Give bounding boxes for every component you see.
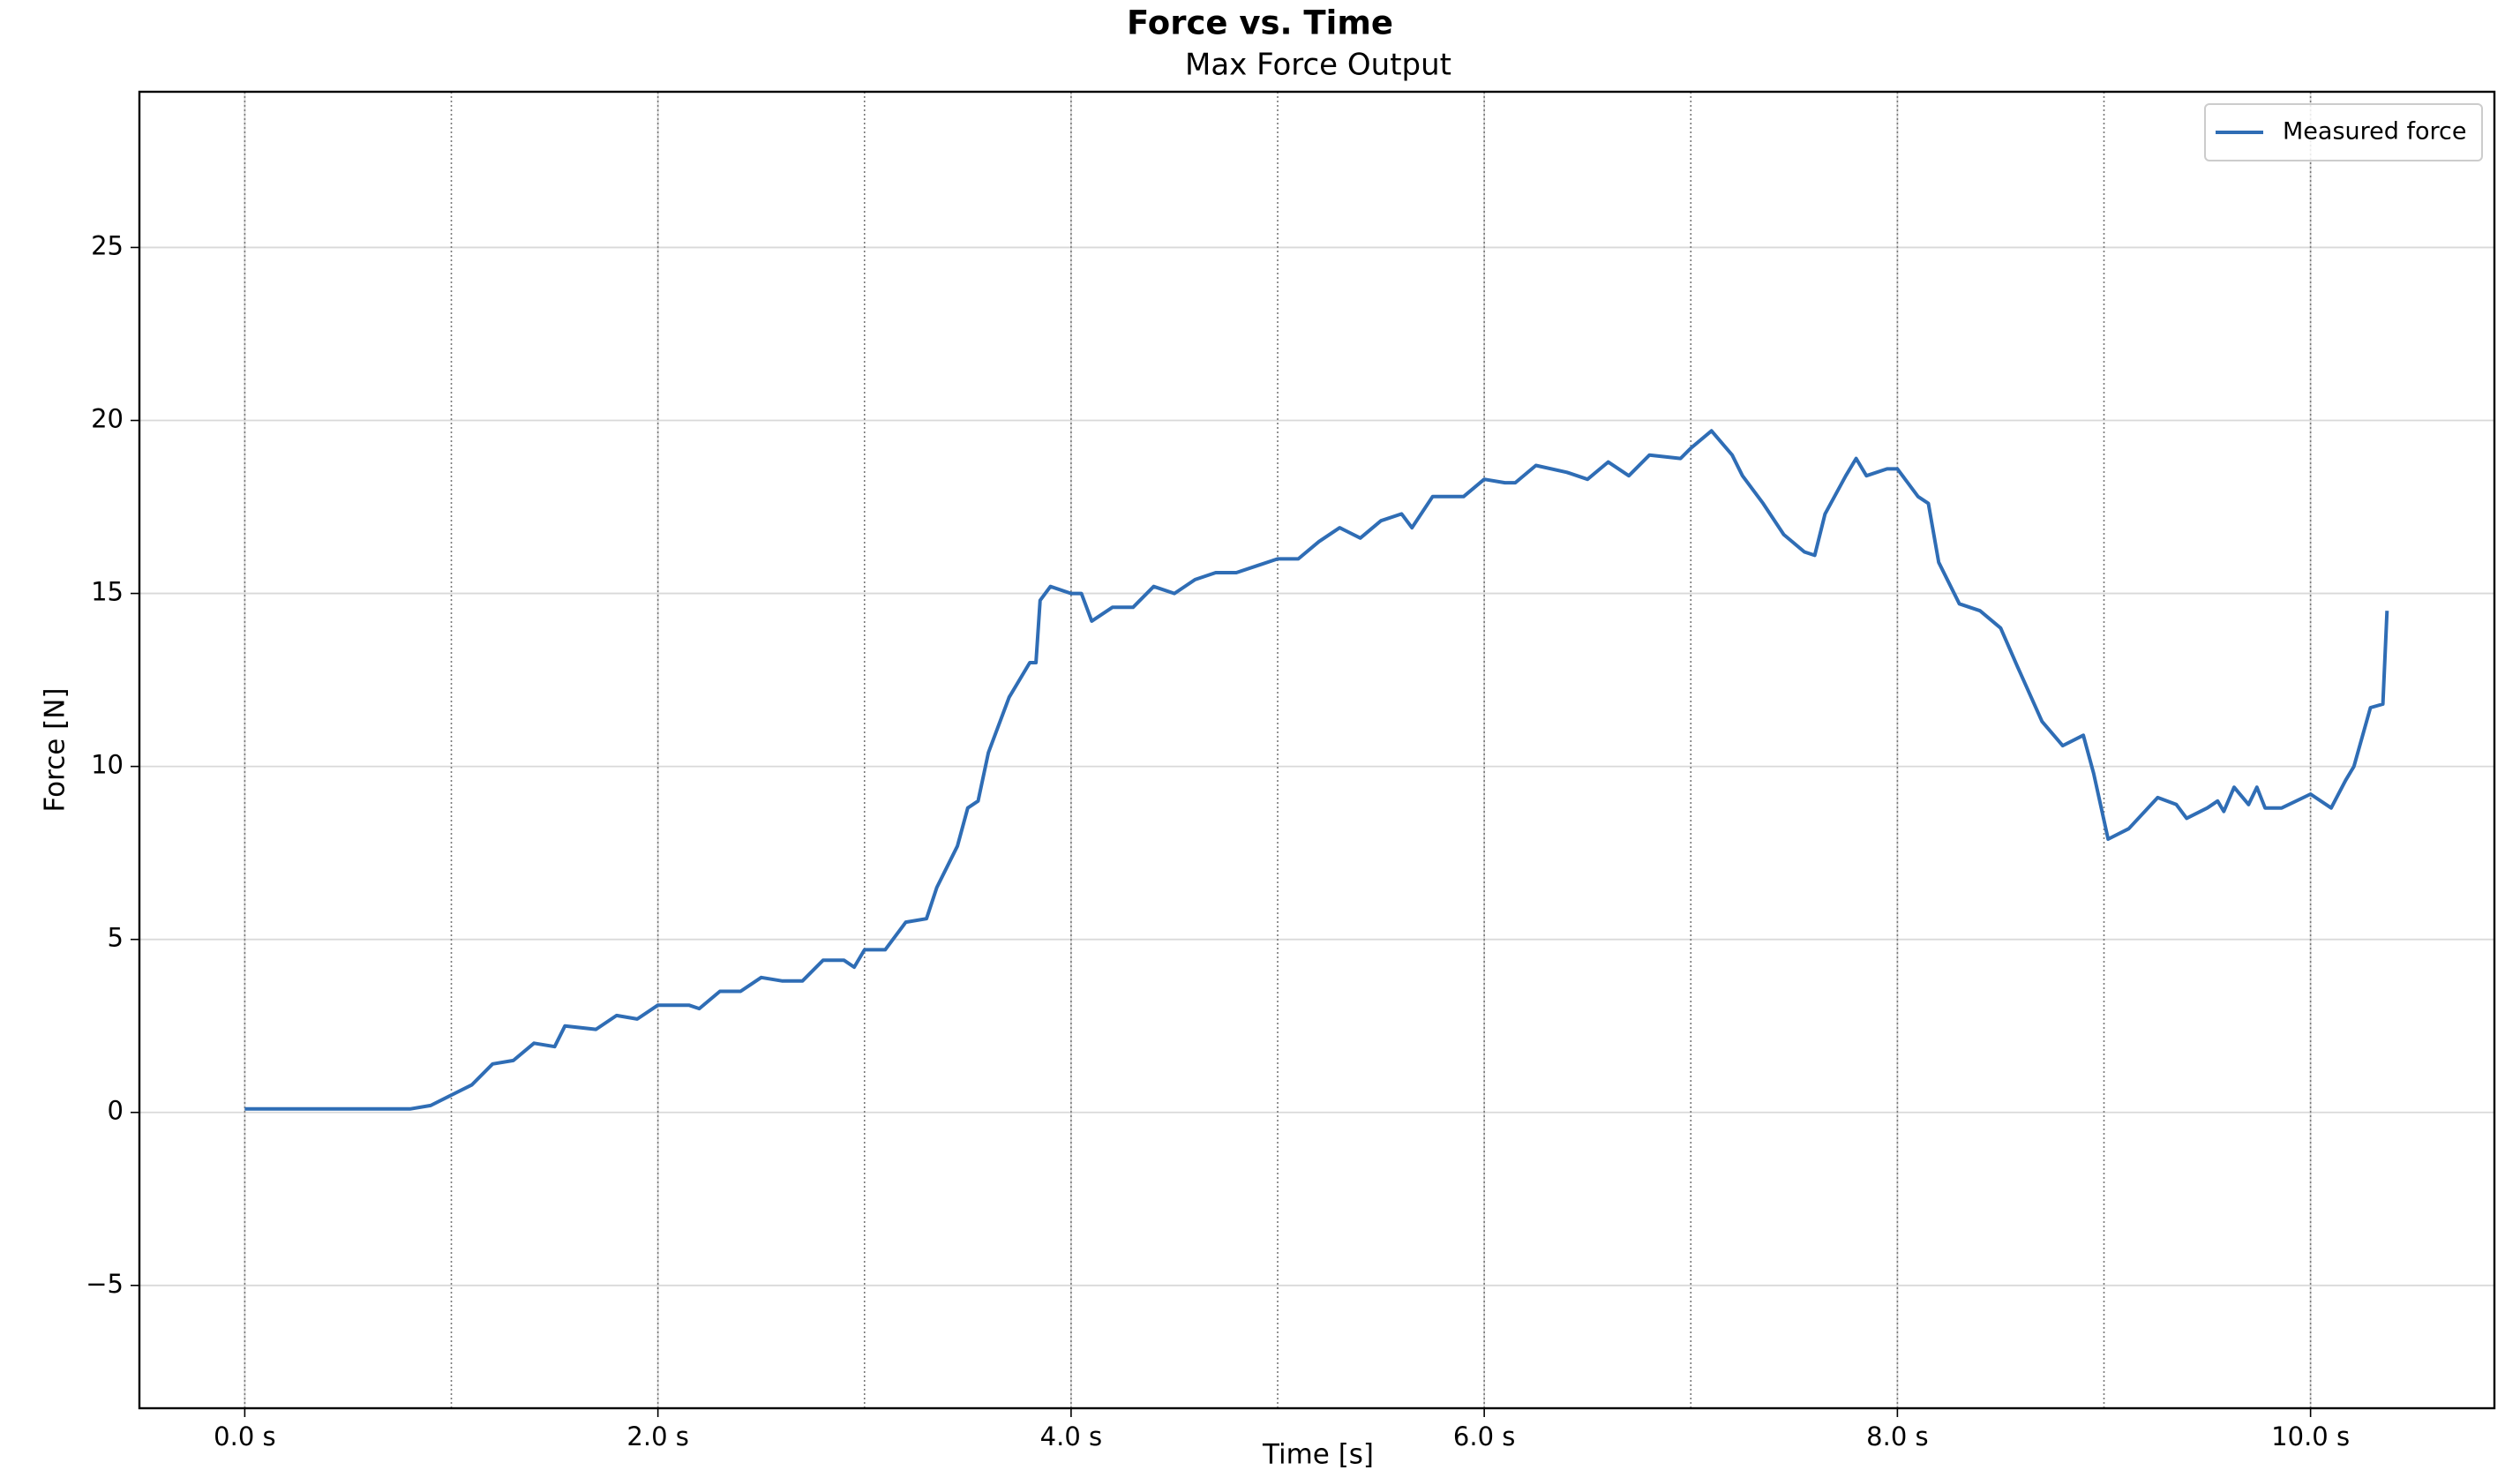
- y-tick-label: −5: [86, 1269, 124, 1299]
- x-tick-label: 6.0 s: [1453, 1421, 1515, 1451]
- axes-frame: [138, 90, 2496, 1410]
- data-line: [244, 429, 2389, 1111]
- y-tick-label: 0: [108, 1096, 124, 1126]
- chart-subtitle: Max Force Output: [1185, 48, 1451, 83]
- x-axis-label: Time [s]: [1262, 1439, 1374, 1470]
- y-tick-label: 10: [91, 750, 124, 780]
- y-axis-label: Force [N]: [40, 687, 71, 812]
- x-tick-label: 2.0 s: [626, 1421, 688, 1451]
- y-tick-label: 15: [91, 577, 124, 607]
- legend: Measured force: [2204, 103, 2483, 161]
- x-tick-label: 0.0 s: [214, 1421, 275, 1451]
- legend-box: [2204, 103, 2483, 161]
- x-tick-label: 8.0 s: [1866, 1421, 1928, 1451]
- x-tick-label: 4.0 s: [1040, 1421, 1102, 1451]
- y-tick-label: 5: [108, 923, 124, 953]
- y-tick-label: 20: [91, 404, 124, 434]
- y-tick-label: 25: [91, 230, 124, 260]
- chart-title: Force vs. Time: [1127, 4, 1393, 42]
- x-tick-label: 10.0 s: [2271, 1421, 2350, 1451]
- legend-label: Measured force: [2283, 118, 2466, 146]
